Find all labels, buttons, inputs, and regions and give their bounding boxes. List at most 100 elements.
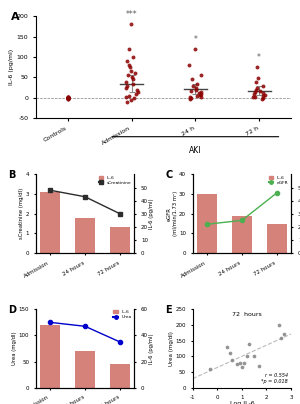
Text: *: * bbox=[257, 53, 261, 62]
Point bbox=[123, 78, 128, 85]
Point bbox=[261, 95, 266, 101]
Point bbox=[279, 335, 283, 341]
Bar bbox=[40, 192, 60, 253]
Point bbox=[65, 95, 70, 101]
Point bbox=[189, 87, 194, 94]
Point bbox=[196, 90, 201, 96]
Point bbox=[135, 88, 140, 95]
Point bbox=[65, 95, 70, 101]
Point bbox=[252, 353, 256, 360]
Y-axis label: IL-6 (pg/ml): IL-6 (pg/ml) bbox=[149, 198, 154, 229]
Legend: IL-6, Urea: IL-6, Urea bbox=[113, 310, 132, 320]
Point bbox=[128, 97, 133, 103]
Point bbox=[65, 94, 70, 100]
Point bbox=[252, 88, 257, 95]
Point bbox=[65, 94, 70, 101]
Text: B: B bbox=[8, 170, 16, 180]
Point bbox=[65, 95, 70, 101]
Y-axis label: IL-6 (pg/ml): IL-6 (pg/ml) bbox=[149, 333, 154, 364]
Point bbox=[127, 62, 131, 68]
Point bbox=[255, 84, 260, 91]
Point bbox=[124, 84, 128, 91]
Point bbox=[133, 70, 138, 77]
Point bbox=[125, 82, 130, 89]
Text: C: C bbox=[166, 170, 173, 180]
Point bbox=[130, 80, 135, 87]
Point bbox=[227, 350, 232, 356]
Point bbox=[261, 90, 266, 96]
Bar bbox=[197, 194, 217, 253]
Point bbox=[65, 94, 70, 100]
Point bbox=[188, 94, 193, 100]
Point bbox=[129, 74, 134, 81]
Text: ***: *** bbox=[126, 11, 137, 19]
Point bbox=[65, 95, 70, 102]
Point bbox=[198, 72, 203, 79]
Point bbox=[65, 94, 70, 101]
Bar bbox=[267, 223, 286, 253]
Bar bbox=[40, 325, 60, 388]
Point bbox=[251, 90, 256, 97]
Point bbox=[190, 82, 195, 89]
Point bbox=[254, 64, 259, 70]
Point bbox=[124, 99, 129, 105]
Point bbox=[132, 95, 136, 101]
Y-axis label: Urea (mg/dl): Urea (mg/dl) bbox=[169, 331, 174, 366]
Point bbox=[189, 95, 194, 101]
Point bbox=[65, 95, 70, 102]
Text: r = 0.554
*p = 0.018: r = 0.554 *p = 0.018 bbox=[261, 373, 288, 384]
Point bbox=[247, 341, 252, 347]
Point bbox=[195, 80, 200, 87]
Point bbox=[65, 95, 70, 101]
Text: E: E bbox=[166, 305, 172, 315]
Bar bbox=[75, 218, 95, 253]
Point bbox=[230, 356, 235, 363]
Point bbox=[244, 353, 249, 360]
Y-axis label: eGFR
(ml/min/1.73 m²): eGFR (ml/min/1.73 m²) bbox=[167, 191, 178, 236]
Point bbox=[257, 87, 262, 94]
Y-axis label: Urea (mg/dl): Urea (mg/dl) bbox=[12, 332, 17, 365]
Point bbox=[65, 95, 70, 102]
Point bbox=[281, 331, 286, 338]
Point bbox=[65, 95, 70, 101]
Point bbox=[131, 54, 136, 60]
Point bbox=[65, 95, 70, 101]
Point bbox=[127, 93, 131, 99]
Point bbox=[194, 86, 198, 93]
Legend: IL-6, sCreatinine: IL-6, sCreatinine bbox=[98, 175, 132, 185]
Point bbox=[125, 72, 130, 79]
Bar bbox=[110, 227, 130, 253]
Text: A: A bbox=[11, 12, 19, 22]
Point bbox=[129, 68, 134, 75]
Point bbox=[255, 75, 260, 82]
Point bbox=[276, 322, 281, 328]
X-axis label: Log IL-6: Log IL-6 bbox=[230, 401, 254, 404]
Text: AKI: AKI bbox=[189, 146, 202, 155]
Point bbox=[193, 46, 198, 52]
Point bbox=[133, 90, 138, 97]
Point bbox=[128, 21, 133, 27]
Point bbox=[130, 76, 135, 83]
Point bbox=[254, 86, 259, 93]
Point bbox=[261, 82, 266, 89]
Point bbox=[127, 46, 131, 52]
Text: D: D bbox=[8, 305, 16, 315]
Text: 72  hours: 72 hours bbox=[232, 311, 262, 317]
Point bbox=[190, 76, 195, 83]
Point bbox=[260, 93, 265, 99]
Point bbox=[65, 95, 70, 102]
Point bbox=[199, 90, 203, 97]
Point bbox=[235, 361, 239, 368]
Bar bbox=[110, 364, 130, 388]
Point bbox=[240, 364, 244, 370]
Point bbox=[128, 64, 132, 70]
Point bbox=[124, 58, 129, 64]
Text: *: * bbox=[194, 34, 197, 44]
Point bbox=[257, 363, 262, 369]
Bar bbox=[232, 216, 252, 253]
Point bbox=[237, 360, 242, 366]
Point bbox=[124, 94, 129, 100]
Point bbox=[198, 91, 203, 98]
Point bbox=[65, 95, 70, 102]
Point bbox=[250, 94, 255, 100]
